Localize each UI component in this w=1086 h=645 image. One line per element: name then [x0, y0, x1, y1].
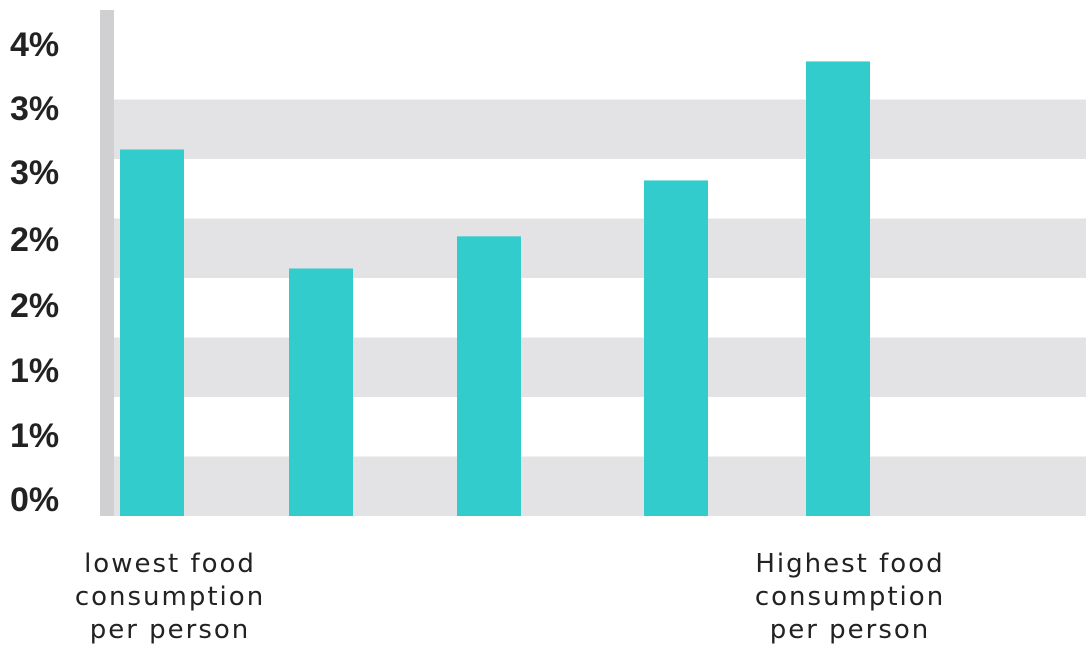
x-caption-lowest-line-3: per person — [90, 615, 251, 645]
y-tick-labels: 0% 1% 1% 2% 2% 3% 3% 4% — [10, 26, 59, 519]
x-caption-lowest-line-1: lowest food — [84, 549, 256, 579]
y-tick-label: 4% — [10, 26, 59, 64]
grid-band — [102, 337, 1086, 397]
bar-2 — [289, 268, 353, 516]
y-tick-label: 2% — [10, 221, 59, 259]
y-axis-shadow — [100, 10, 114, 516]
x-caption-highest-line-2: consumption — [755, 582, 945, 612]
y-tick-label: 0% — [10, 481, 59, 519]
bar-3 — [457, 236, 521, 516]
x-caption-lowest-line-2: consumption — [75, 582, 265, 612]
grid-bands — [102, 99, 1086, 516]
x-caption-highest-line-3: per person — [770, 615, 931, 645]
y-tick-label: 3% — [10, 90, 59, 128]
bar-1 — [120, 149, 184, 517]
y-tick-label: 1% — [10, 417, 59, 455]
y-tick-label: 2% — [10, 287, 59, 325]
axis-shadow-strip — [100, 10, 114, 516]
grid-band — [102, 218, 1086, 278]
x-caption-highest-line-1: Highest food — [755, 549, 944, 579]
bars-group — [120, 61, 870, 517]
y-tick-label: 1% — [10, 352, 59, 390]
grid-band — [102, 456, 1086, 516]
bar-5 — [806, 61, 870, 517]
y-tick-label: 3% — [10, 154, 59, 192]
grid-band — [102, 99, 1086, 159]
bar-4 — [644, 180, 708, 517]
